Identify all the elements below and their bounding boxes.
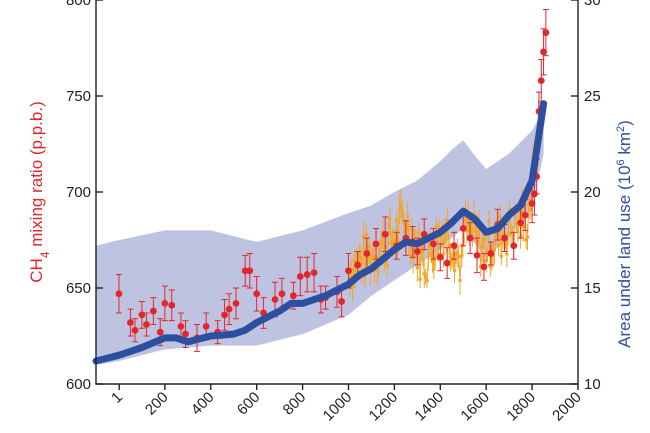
right-y-tick-label: 25 (584, 88, 601, 105)
x-tick-label: 200 (142, 389, 172, 419)
left-y-tick-label: 650 (66, 280, 91, 297)
ice-core-point (345, 267, 352, 275)
ice-core-point (271, 296, 279, 303)
x-tick-label: 1000 (320, 389, 356, 425)
firn-series-line (347, 112, 544, 288)
ice-core-point (540, 48, 547, 56)
ice-core-point (480, 263, 488, 271)
firn-point (487, 219, 491, 223)
ice-core-point (115, 290, 123, 298)
x-tick-label: 2000 (549, 389, 585, 425)
left-y-axis-ticks: 600 650 700 750 800 (66, 0, 103, 393)
ice-core-point (156, 328, 164, 336)
ice-core-point (473, 251, 481, 259)
x-axis-ticks: 1 200 400 600 800 1000 1200 1400 1600 1800 2000 (108, 384, 585, 424)
right-y-axis-ticks: 10 15 20 25 30 (571, 0, 601, 393)
ice-core-point (487, 250, 495, 257)
ice-core-point (296, 273, 304, 280)
x-tick-label: 1200 (366, 389, 402, 425)
ice-core-point (542, 29, 550, 37)
ice-core-point (289, 292, 297, 300)
ice-core-point (131, 326, 139, 334)
x-tick-label: 1400 (411, 389, 447, 425)
firn-point (415, 266, 420, 270)
ice-core-point (246, 267, 254, 275)
land-use-band-area (96, 109, 544, 365)
x-tick-label: 1800 (503, 389, 539, 425)
firn-point (498, 215, 502, 219)
right-y-tick-label: 15 (584, 280, 601, 297)
x-tick-label: 800 (280, 389, 310, 419)
x-tick-label: 1600 (457, 389, 493, 425)
ice-core-point (363, 250, 371, 257)
left-y-tick-label: 750 (66, 88, 91, 105)
right-y-tick-label: 10 (584, 376, 601, 393)
ice-core-point (143, 321, 150, 328)
ice-core-point (338, 298, 345, 305)
ice-core-point (459, 225, 467, 232)
ice-core-point (202, 323, 210, 330)
ice-core-point (177, 323, 185, 330)
firn-point (499, 254, 504, 259)
ice-core-ch4-series (115, 9, 550, 352)
ice-core-point (450, 242, 458, 250)
ice-core-point (466, 234, 474, 242)
ice-core-point (413, 248, 421, 255)
ice-core-point (182, 330, 189, 338)
ice-core-point (521, 211, 529, 219)
left-y-axis-label: CH4 mixing ratio (p.p.b.) (27, 101, 52, 282)
x-tick-label: 600 (234, 389, 264, 419)
ice-core-point (501, 234, 508, 242)
ice-core-point (372, 240, 380, 248)
ice-core-point (381, 230, 389, 238)
ice-core-point (443, 259, 451, 267)
ice-core-point (528, 200, 536, 207)
ice-core-point (278, 290, 286, 298)
ice-core-point (221, 311, 228, 319)
firn-point (496, 243, 501, 248)
ice-core-point (232, 299, 240, 307)
ice-core-point (303, 271, 311, 278)
ice-core-point (310, 269, 318, 277)
left-y-tick-label: 800 (66, 0, 91, 9)
right-y-tick-label: 20 (584, 184, 601, 201)
ice-core-point (225, 305, 233, 313)
x-tick-label: 1 (108, 389, 126, 407)
left-y-tick-label: 600 (66, 376, 91, 393)
right-y-axis-label: Area under land use (106 km2) (615, 120, 634, 348)
left-y-tick-label: 700 (66, 184, 91, 201)
ice-core-point (149, 307, 157, 315)
ice-core-point (354, 261, 362, 269)
ice-core-point (510, 242, 518, 250)
ice-core-point (168, 301, 176, 309)
ice-core-point (537, 77, 545, 85)
ice-core-point (127, 319, 134, 326)
land-use-line (92, 100, 548, 365)
land-use-uncertainty-band (96, 109, 544, 365)
ice-core-point (161, 299, 169, 307)
ice-core-point (253, 290, 261, 298)
ice-core-point (517, 219, 525, 227)
land-use-line-series (92, 100, 548, 365)
firn-point (364, 232, 369, 236)
x-tick-label: 400 (188, 389, 218, 419)
ice-core-point (430, 240, 437, 248)
right-y-tick-label: 30 (584, 0, 601, 9)
ice-core-point (436, 253, 444, 261)
